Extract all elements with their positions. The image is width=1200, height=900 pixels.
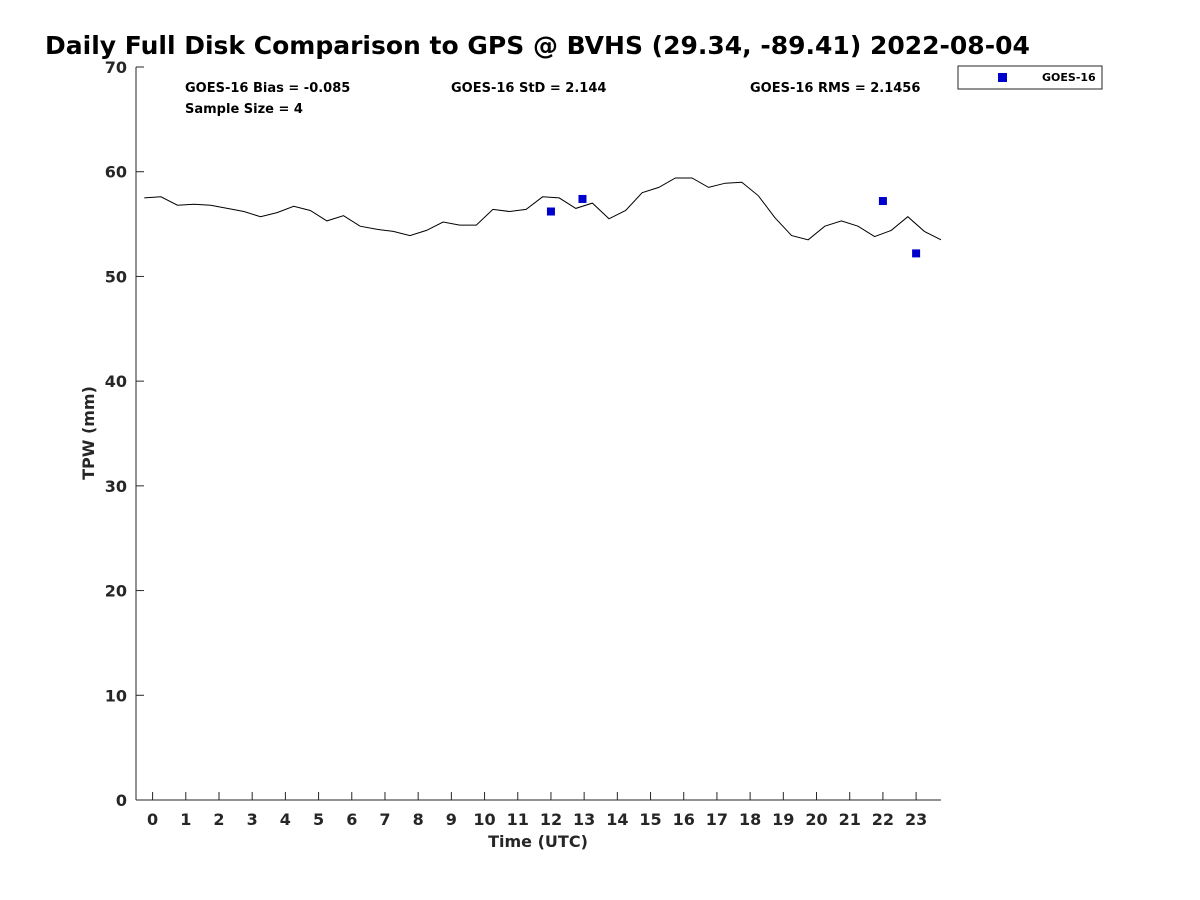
x-tick-label: 21 [839,810,861,829]
y-tick-label: 0 [116,791,127,810]
x-tick-label: 3 [247,810,258,829]
rms-stat: GOES-16 RMS = 2.1456 [750,81,920,96]
y-tick-label: 40 [105,372,127,391]
x-tick-label: 18 [739,810,761,829]
y-axis-ticks: 0 10 20 30 40 50 60 70 [105,58,144,810]
goes16-point [578,194,587,203]
x-tick-label: 10 [473,810,495,829]
y-tick-label: 70 [105,58,127,77]
x-tick-label: 1 [180,810,191,829]
data-marks [144,177,942,258]
x-tick-label: 19 [772,810,794,829]
legend-box [957,65,1103,90]
x-tick-label: 16 [673,810,695,829]
x-axis-label: Time (UTC) [488,832,588,851]
x-tick-label: 0 [147,810,158,829]
x-tick-label: 14 [606,810,628,829]
x-tick-label: 23 [905,810,927,829]
legend: GOES-16 [957,65,1103,90]
x-tick-label: 7 [379,810,390,829]
chart-title: Daily Full Disk Comparison to GPS @ BVHS… [45,31,1030,60]
goes16-point [912,249,921,258]
x-tick-label: 5 [313,810,324,829]
x-tick-label: 22 [872,810,894,829]
y-tick-label: 50 [105,267,127,286]
y-tick-label: 30 [105,477,127,496]
x-tick-label: 13 [573,810,595,829]
x-tick-label: 15 [639,810,661,829]
bias-stat: GOES-16 Bias = -0.085 [185,81,350,96]
legend-marker-goes16 [998,73,1007,82]
std-stat: GOES-16 StD = 2.144 [451,81,606,96]
y-tick-label: 10 [105,686,127,705]
y-tick-label: 60 [105,163,127,182]
x-tick-label: 17 [706,810,728,829]
plot-area [136,67,941,800]
y-tick-label: 20 [105,582,127,601]
x-tick-label: 4 [280,810,291,829]
x-tick-label: 8 [413,810,424,829]
x-tick-label: 12 [540,810,562,829]
statistics-block: GOES-16 Bias = -0.085 GOES-16 StD = 2.14… [185,81,920,117]
x-tick-label: 9 [446,810,457,829]
x-tick-label: 2 [213,810,224,829]
goes16-point [878,197,887,206]
x-tick-label: 6 [346,810,357,829]
x-axis-ticks: 0 1 2 3 4 5 6 7 8 9 10 11 12 13 14 15 16 17 18 19 20 21 22 23 [147,792,927,829]
x-tick-label: 20 [805,810,827,829]
sample-size-stat: Sample Size = 4 [185,102,303,117]
goes16-point [546,207,555,216]
y-axis-label: TPW (mm) [79,386,98,480]
legend-label-goes16: GOES-16 [1042,71,1096,84]
gps-tpw-line [144,177,942,241]
x-tick-label: 11 [507,810,529,829]
